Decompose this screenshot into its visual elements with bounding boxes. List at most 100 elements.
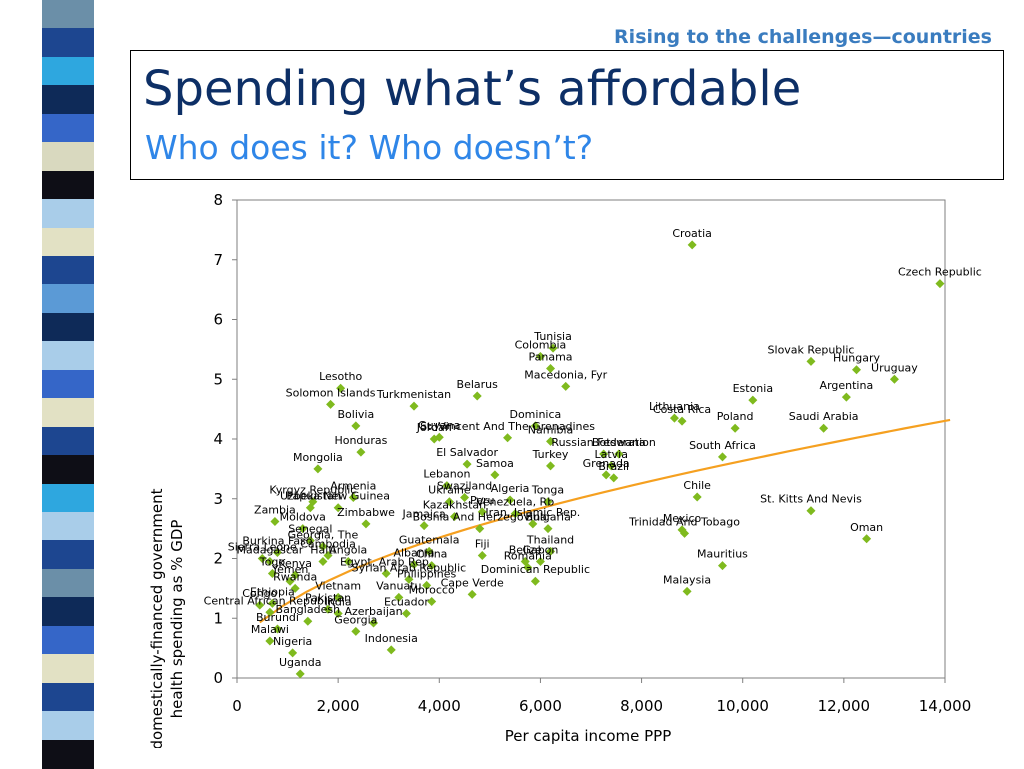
data-point	[409, 401, 419, 411]
data-point	[424, 546, 434, 556]
stripe-block	[42, 170, 94, 201]
data-point-label: Angola	[329, 543, 367, 556]
x-tick-label: 4,000	[418, 697, 461, 715]
data-point	[477, 507, 487, 517]
data-point	[351, 626, 361, 636]
data-point-label: Mongolia	[293, 451, 343, 464]
y-tick-label: 2	[213, 550, 223, 568]
data-point-label: Zimbabwe	[337, 506, 395, 519]
data-point-label: Gabon	[522, 543, 558, 556]
data-point-label: Guatemala	[399, 533, 460, 546]
data-point	[361, 519, 371, 529]
data-point-label: Uruguay	[871, 361, 918, 374]
data-point-labels: Croatia Czech Republic TunisiaColombiaPana…	[204, 227, 982, 669]
data-point-label: Venezuela, Rb	[476, 496, 554, 509]
data-point-label: Czech Republic	[898, 266, 982, 279]
data-point	[369, 618, 379, 628]
data-point-label: Moldova	[280, 511, 326, 524]
data-point	[313, 464, 323, 474]
data-point	[546, 546, 556, 556]
data-point-label: Romania	[504, 549, 552, 562]
data-point	[303, 616, 313, 626]
stripe-block	[42, 199, 94, 229]
data-point-label: Grenada	[583, 457, 630, 470]
data-point-label: Namibia	[528, 423, 574, 436]
data-point-label: Ukraine	[428, 484, 471, 497]
data-point-label: Swaziland	[437, 480, 492, 493]
data-point-label: Jamaica	[401, 508, 445, 521]
stripe-block	[42, 28, 94, 58]
data-point-label: Chile	[683, 479, 711, 492]
data-point	[669, 413, 679, 423]
data-point-label: Colombia	[515, 339, 567, 352]
data-point	[404, 574, 414, 584]
data-point-label: Central African Republic	[204, 594, 336, 607]
data-point	[841, 392, 851, 402]
data-point-label: Kazakhstan	[423, 499, 486, 512]
stripe-block	[42, 739, 94, 769]
data-point-label: Dominican Republic	[481, 563, 590, 576]
data-point-label: Uzbekistan	[280, 490, 341, 503]
supertitle: Rising to the challenges—countries	[614, 26, 992, 48]
data-point-label: Iran, Islamic Rep.	[485, 506, 580, 519]
data-point	[806, 506, 816, 516]
data-point	[272, 548, 282, 558]
data-point-label: Trinidad And Tobago	[628, 515, 740, 528]
data-point-label: Malaysia	[663, 573, 711, 586]
data-point-label: Lebanon	[423, 468, 470, 481]
data-point	[386, 645, 396, 655]
data-point	[356, 447, 366, 457]
data-point	[889, 374, 899, 384]
stripe-block	[42, 142, 94, 172]
data-point-label: Cambodia	[300, 538, 356, 551]
data-point	[298, 524, 308, 534]
data-point-label: India	[325, 595, 352, 608]
data-point-label: Senegal	[288, 523, 332, 536]
data-point	[599, 449, 609, 459]
data-point-label: Estonia	[733, 382, 774, 395]
data-point-label: Belarus	[457, 378, 499, 391]
data-point-label: Burundi	[256, 611, 299, 624]
data-point-label: Malawi	[251, 623, 289, 636]
data-point	[548, 343, 558, 353]
data-point	[427, 597, 437, 607]
data-point	[717, 452, 727, 462]
data-point	[528, 519, 538, 529]
data-point-label: Yemen	[271, 563, 309, 576]
data-point	[318, 542, 328, 552]
data-point	[472, 391, 482, 401]
data-point	[265, 636, 275, 646]
x-tick-label: 10,000	[716, 697, 769, 715]
y-tick-label: 6	[213, 311, 223, 329]
data-point	[270, 516, 280, 526]
data-point	[748, 395, 758, 405]
data-point-label: Macedonia, Fyr	[524, 368, 607, 381]
data-point-label: St. Vincent And The Grenadines	[420, 420, 595, 433]
data-point	[333, 503, 343, 513]
data-point-label: Rwanda	[273, 570, 317, 583]
decorative-stripe-strip	[0, 0, 118, 769]
x-axis-title: Per capita income PPP	[505, 727, 672, 745]
y-axis-ticks: 0 1 2 3 4 5 6 7 8	[213, 191, 237, 687]
data-point	[467, 589, 477, 599]
stripe-block	[42, 625, 94, 656]
data-point	[543, 524, 553, 534]
data-point	[422, 580, 432, 590]
data-point	[543, 497, 553, 507]
y-tick-label: 7	[213, 251, 223, 269]
data-point-label: Kenya	[278, 557, 312, 570]
data-point-label: Morocco	[409, 584, 455, 597]
data-point-label: Thailand	[526, 533, 574, 546]
y-axis-title-line-2: health spending as % GDP	[168, 520, 186, 719]
stripe-column	[42, 0, 94, 769]
data-point	[265, 607, 275, 617]
data-point	[535, 556, 545, 566]
data-point-label: Panama	[529, 350, 573, 363]
data-point-label: Burkina Faso	[242, 535, 312, 548]
data-point-label: Vietnam	[315, 579, 361, 592]
data-point-label: Jordan	[416, 421, 452, 434]
data-points	[255, 240, 945, 679]
data-point-label: Botswana	[592, 436, 646, 449]
stripe-block	[42, 227, 94, 257]
data-point	[680, 528, 690, 538]
